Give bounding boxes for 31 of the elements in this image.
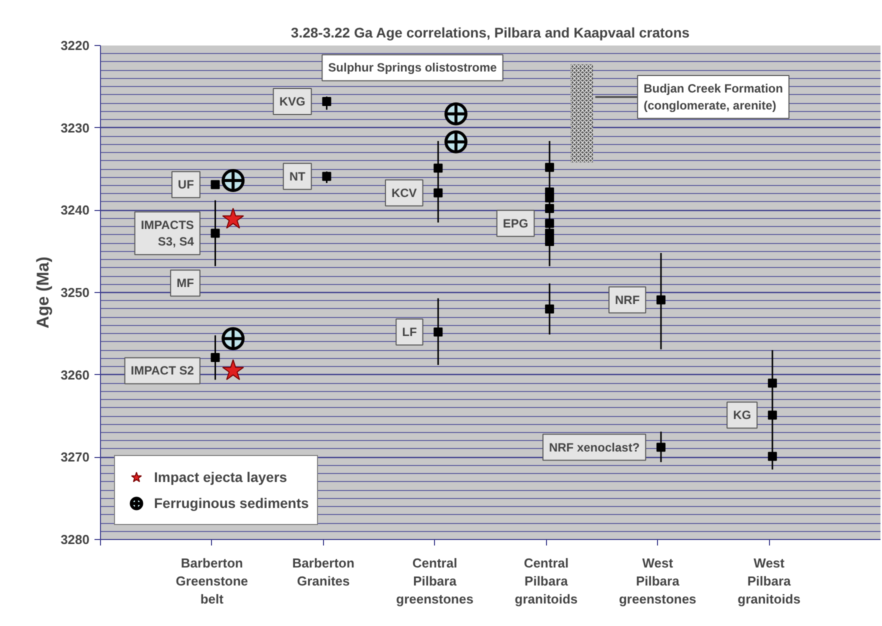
x-tick-label: Barberton Greenstone belt xyxy=(176,556,248,606)
y-tick-label: 3260 xyxy=(60,367,90,382)
annotation: LF xyxy=(402,325,417,340)
y-tick-label: 3220 xyxy=(60,38,90,53)
annotation: EPG xyxy=(502,216,528,230)
annotation: KCV xyxy=(391,186,417,200)
y-tick-label: 3240 xyxy=(60,202,90,218)
y-tick-label: 3280 xyxy=(60,532,90,547)
annotation: MF xyxy=(176,276,194,290)
legend-label: Impact ejecta layers xyxy=(154,469,288,485)
y-tick-label: 3230 xyxy=(60,120,90,136)
annotation: IMPACTS S3, S4 xyxy=(140,218,194,249)
annotation: KVG xyxy=(279,94,306,108)
legend-label: Ferruginous sediments xyxy=(154,495,309,511)
chart-title: 3.28-3.22 Ga Age correlations, Pilbara and Kaapvaal cratons xyxy=(290,24,690,40)
legend-label: Budjan Creek Formation (conglomerate, arenite) xyxy=(644,82,783,112)
annotation: IMPACT S2 xyxy=(130,364,194,378)
x-tick-label: Barberton Granites xyxy=(292,556,354,588)
annotation: NRF xenoclast? xyxy=(548,440,640,454)
annotation: NT xyxy=(289,169,306,184)
y-axis-title: Age (Ma) xyxy=(34,256,53,328)
annotation: Sulphur Springs olistostrome xyxy=(328,60,498,75)
x-tick-label: West Pilbara greenstones xyxy=(618,556,696,606)
x-tick-label: West Pilbara granitoids xyxy=(738,556,800,606)
y-tick-label: 3270 xyxy=(60,450,90,465)
annotation: NRF xyxy=(614,292,640,307)
annotation: KG xyxy=(733,408,752,422)
annotation: UF xyxy=(178,178,194,192)
x-tick-label: Central Pilbara granitoids xyxy=(514,556,578,606)
x-tick-label: Central Pilbara greenstones xyxy=(396,556,474,606)
y-tick-label: 3250 xyxy=(60,285,90,300)
